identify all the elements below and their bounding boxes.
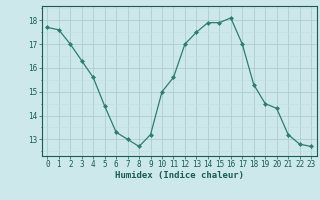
X-axis label: Humidex (Indice chaleur): Humidex (Indice chaleur)	[115, 171, 244, 180]
